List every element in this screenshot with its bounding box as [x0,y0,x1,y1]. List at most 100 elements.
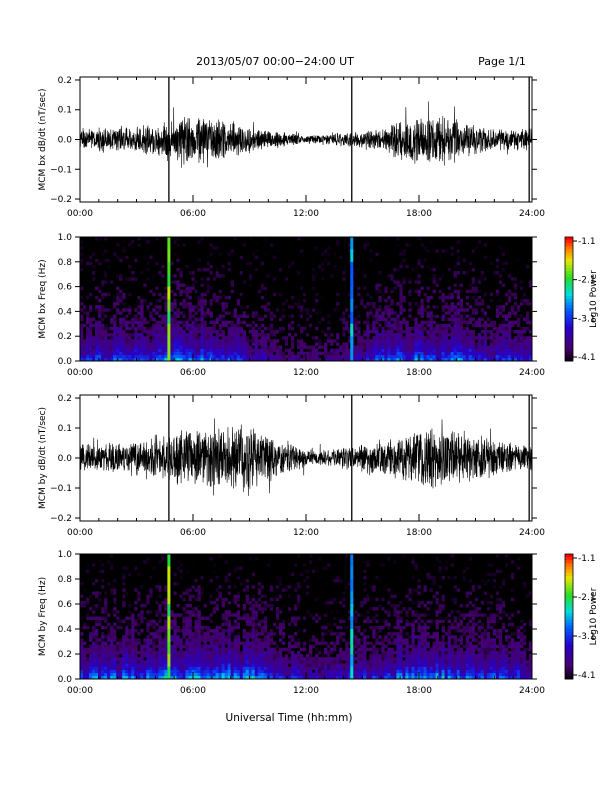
x-tick-label: 00:00 [67,209,93,219]
spectrogram-cell [227,672,231,677]
spectrogram-cell [251,314,256,318]
spectrogram-cell [299,258,304,263]
spectrogram-cell [275,666,280,670]
spectrogram-cell [369,351,373,356]
spectrogram-cell [200,657,204,661]
spectrogram-cell [131,326,135,331]
spectrogram-cell [149,650,153,655]
spectrogram-cell [435,330,439,334]
spectrogram-cell [257,597,262,602]
spectrogram-cell [411,333,415,337]
spectrogram-cell [275,669,280,674]
spectrogram-cell [170,351,174,356]
spectrogram-cell [146,336,150,340]
spectrogram-cell [251,354,256,359]
spectrogram-cell [254,607,259,611]
spectrogram-cell [345,625,349,630]
spectrogram-cell [200,336,204,340]
spectrogram-cell [134,588,138,592]
spectrogram-cell [155,660,159,664]
spectrogram-cell [155,351,159,356]
spectrogram-cell [158,246,162,250]
spectrogram-cell [155,339,159,343]
spectrogram-cell [281,632,286,636]
spectrogram-cell [221,616,225,620]
spectrogram-cell [212,246,216,250]
spectrogram-cell [188,305,192,309]
spectrogram-cell [185,616,189,620]
spectrogram-cell [507,326,512,331]
spectrogram-cell [390,351,394,356]
spectrogram-cell [459,277,463,281]
spectrogram-cell [522,317,527,321]
spectrogram-cell [176,560,180,564]
spectrogram-cell [98,237,102,241]
spectrogram-cell [507,314,512,318]
spectrogram-cell [188,311,192,315]
spectrogram-cell [299,675,304,680]
spectrogram-cell [263,286,268,290]
spectrogram-cell [501,345,506,349]
spectrogram-cell [296,351,301,356]
y-tick-label: −0.1 [50,165,72,175]
spectrogram-cell [444,311,448,315]
spectrogram-cell [471,268,476,272]
spectrogram-cell [315,619,319,624]
spectrogram-cell [477,280,482,284]
spectrogram-cell [80,261,84,266]
spectrogram-cell [197,654,201,658]
spectrogram-cell [348,669,352,674]
spectrogram-cell [134,330,138,334]
spectrogram-cell [107,357,111,362]
spectrogram-cell [342,348,346,352]
spectrogram-cell [83,566,87,570]
spectrogram-cell [224,264,228,269]
spectrogram-cell [134,320,138,325]
spectrogram-cell [450,292,454,297]
spectrogram-cell [203,345,207,349]
spectrogram-cell [86,625,90,630]
spectrogram-cell [293,644,298,649]
spectrogram-cell [363,305,367,309]
spectrogram-cell [263,354,268,359]
spectrogram-cell [143,283,147,287]
spectrogram-cell [522,330,527,334]
spectrogram-cell [281,305,286,309]
spectrogram-cell [218,333,222,337]
spectrogram-cell [528,320,533,325]
spectrogram-cell [176,326,180,331]
spectrogram-cell [89,320,93,325]
spectrogram-cell [185,647,189,652]
spectrogram-cell [477,342,482,346]
spectrogram-cell [450,308,454,312]
spectrogram-cell [287,572,292,577]
spectrogram-cell [245,669,250,674]
spectrogram-cell [405,336,409,340]
spectrogram-cell [155,336,159,340]
spectrogram-cell [95,669,99,674]
spectrogram-cell [86,560,90,564]
colorbar-segment [565,339,573,343]
spectrogram-cell [110,314,114,318]
spectrogram-cell [233,336,237,340]
spectrogram-cell [221,345,225,349]
spectrogram-cell [86,650,90,655]
spectrogram-cell [435,261,439,266]
spectrogram-cell [366,333,370,337]
spectrogram-cell [324,240,328,244]
spectrogram-cell [312,277,316,281]
spectrogram-cell [95,308,99,312]
spectrogram-cell [275,644,280,649]
spectrogram-cell [140,650,144,655]
spectrogram-cell [152,669,156,674]
spectrogram-cell [116,286,120,290]
spectrogram-cell [80,654,84,658]
spectrogram-cell [245,261,250,266]
spectrogram-cell [287,641,292,645]
spectrogram-cell [239,330,244,334]
spectrogram-cell [260,345,265,349]
spectrogram-cell [170,582,174,586]
spectrogram-cell [260,660,265,664]
spectrogram-cell [263,669,268,674]
spectrogram-cell [426,311,430,315]
